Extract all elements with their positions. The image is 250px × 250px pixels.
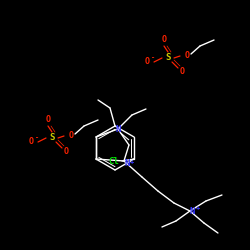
Text: +: + bbox=[196, 205, 200, 211]
Text: O: O bbox=[184, 52, 190, 60]
Text: -: - bbox=[151, 55, 155, 61]
Text: O: O bbox=[46, 116, 51, 124]
Text: +: + bbox=[130, 159, 134, 165]
Text: O: O bbox=[28, 138, 34, 146]
Text: S: S bbox=[49, 134, 55, 142]
Text: N: N bbox=[115, 124, 121, 134]
Text: -: - bbox=[35, 135, 39, 141]
Text: O: O bbox=[68, 132, 73, 140]
Text: N: N bbox=[124, 158, 130, 168]
Text: O: O bbox=[180, 68, 184, 76]
Text: N: N bbox=[189, 206, 195, 216]
Text: Cl: Cl bbox=[109, 156, 120, 166]
Text: S: S bbox=[165, 54, 171, 62]
Text: O: O bbox=[162, 36, 166, 44]
Text: O: O bbox=[64, 148, 68, 156]
Text: O: O bbox=[144, 58, 150, 66]
